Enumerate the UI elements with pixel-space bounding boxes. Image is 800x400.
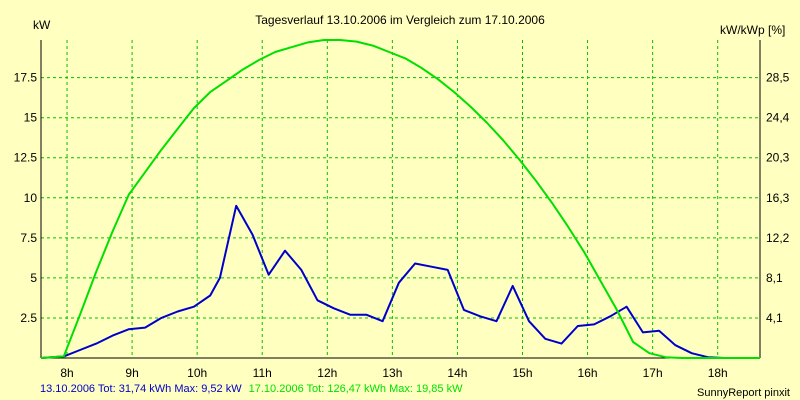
footer-legend: 13.10.2006 Tot: 31,74 kWh Max: 9,52 kW 1…	[40, 383, 463, 395]
grid-lines	[41, 40, 760, 358]
series-lines	[40, 39, 760, 359]
y-axis-label-right: kW/kWp [%]	[720, 23, 785, 37]
x-tick-label: 8h	[60, 366, 73, 380]
x-tick-label: 18h	[708, 366, 728, 380]
series-line-2	[40, 39, 760, 359]
y-tick-label-right: 24,4	[766, 111, 790, 125]
y-tick-label-right: 12,2	[766, 231, 790, 245]
axes	[40, 40, 761, 359]
y-tick-label-right: 8,1	[766, 271, 783, 285]
y-tick-label-left: 15	[24, 111, 38, 125]
legend-series-2: 17.10.2006 Tot: 126,47 kWh Max: 19,85 kW	[249, 383, 463, 395]
y-tick-label-right: 16,3	[766, 191, 790, 205]
x-tick-label: 13h	[382, 366, 402, 380]
x-tick-label: 9h	[125, 366, 138, 380]
y-tick-label-left: 5	[30, 271, 37, 285]
x-tick-label: 17h	[643, 366, 663, 380]
y-tick-label-left: 2.5	[20, 311, 37, 325]
y-tick-label-right: 4,1	[766, 311, 783, 325]
legend-series-1: 13.10.2006 Tot: 31,74 kWh Max: 9,52 kW	[40, 383, 242, 395]
y-tick-label-right: 28,5	[766, 71, 790, 85]
x-tick-label: 15h	[512, 366, 532, 380]
x-tick-label: 16h	[578, 366, 598, 380]
y-tick-label-left: 12.5	[14, 151, 38, 165]
y-tick-label-left: 17.5	[14, 71, 38, 85]
footer-credit: SunnyReport pinxit	[697, 387, 790, 399]
x-tick-label: 14h	[447, 366, 467, 380]
y-tick-label-right: 20,3	[766, 151, 790, 165]
tick-labels: 8h 9h 10h 11h 12h 13h 14h 15h 16h 17h 18h 2.5 4,1 5 8,…	[14, 71, 790, 380]
y-axis-label-left: kW	[33, 18, 51, 32]
series-line-1	[40, 204, 760, 359]
x-tick-label: 12h	[317, 366, 337, 380]
x-tick-label: 11h	[253, 366, 272, 380]
y-tick-label-left: 10	[24, 191, 38, 205]
y-tick-label-left: 7.5	[20, 231, 37, 245]
x-tick-label: 10h	[187, 366, 207, 380]
chart-title: Tagesverlauf 13.10.2006 im Vergleich zum…	[255, 13, 545, 27]
